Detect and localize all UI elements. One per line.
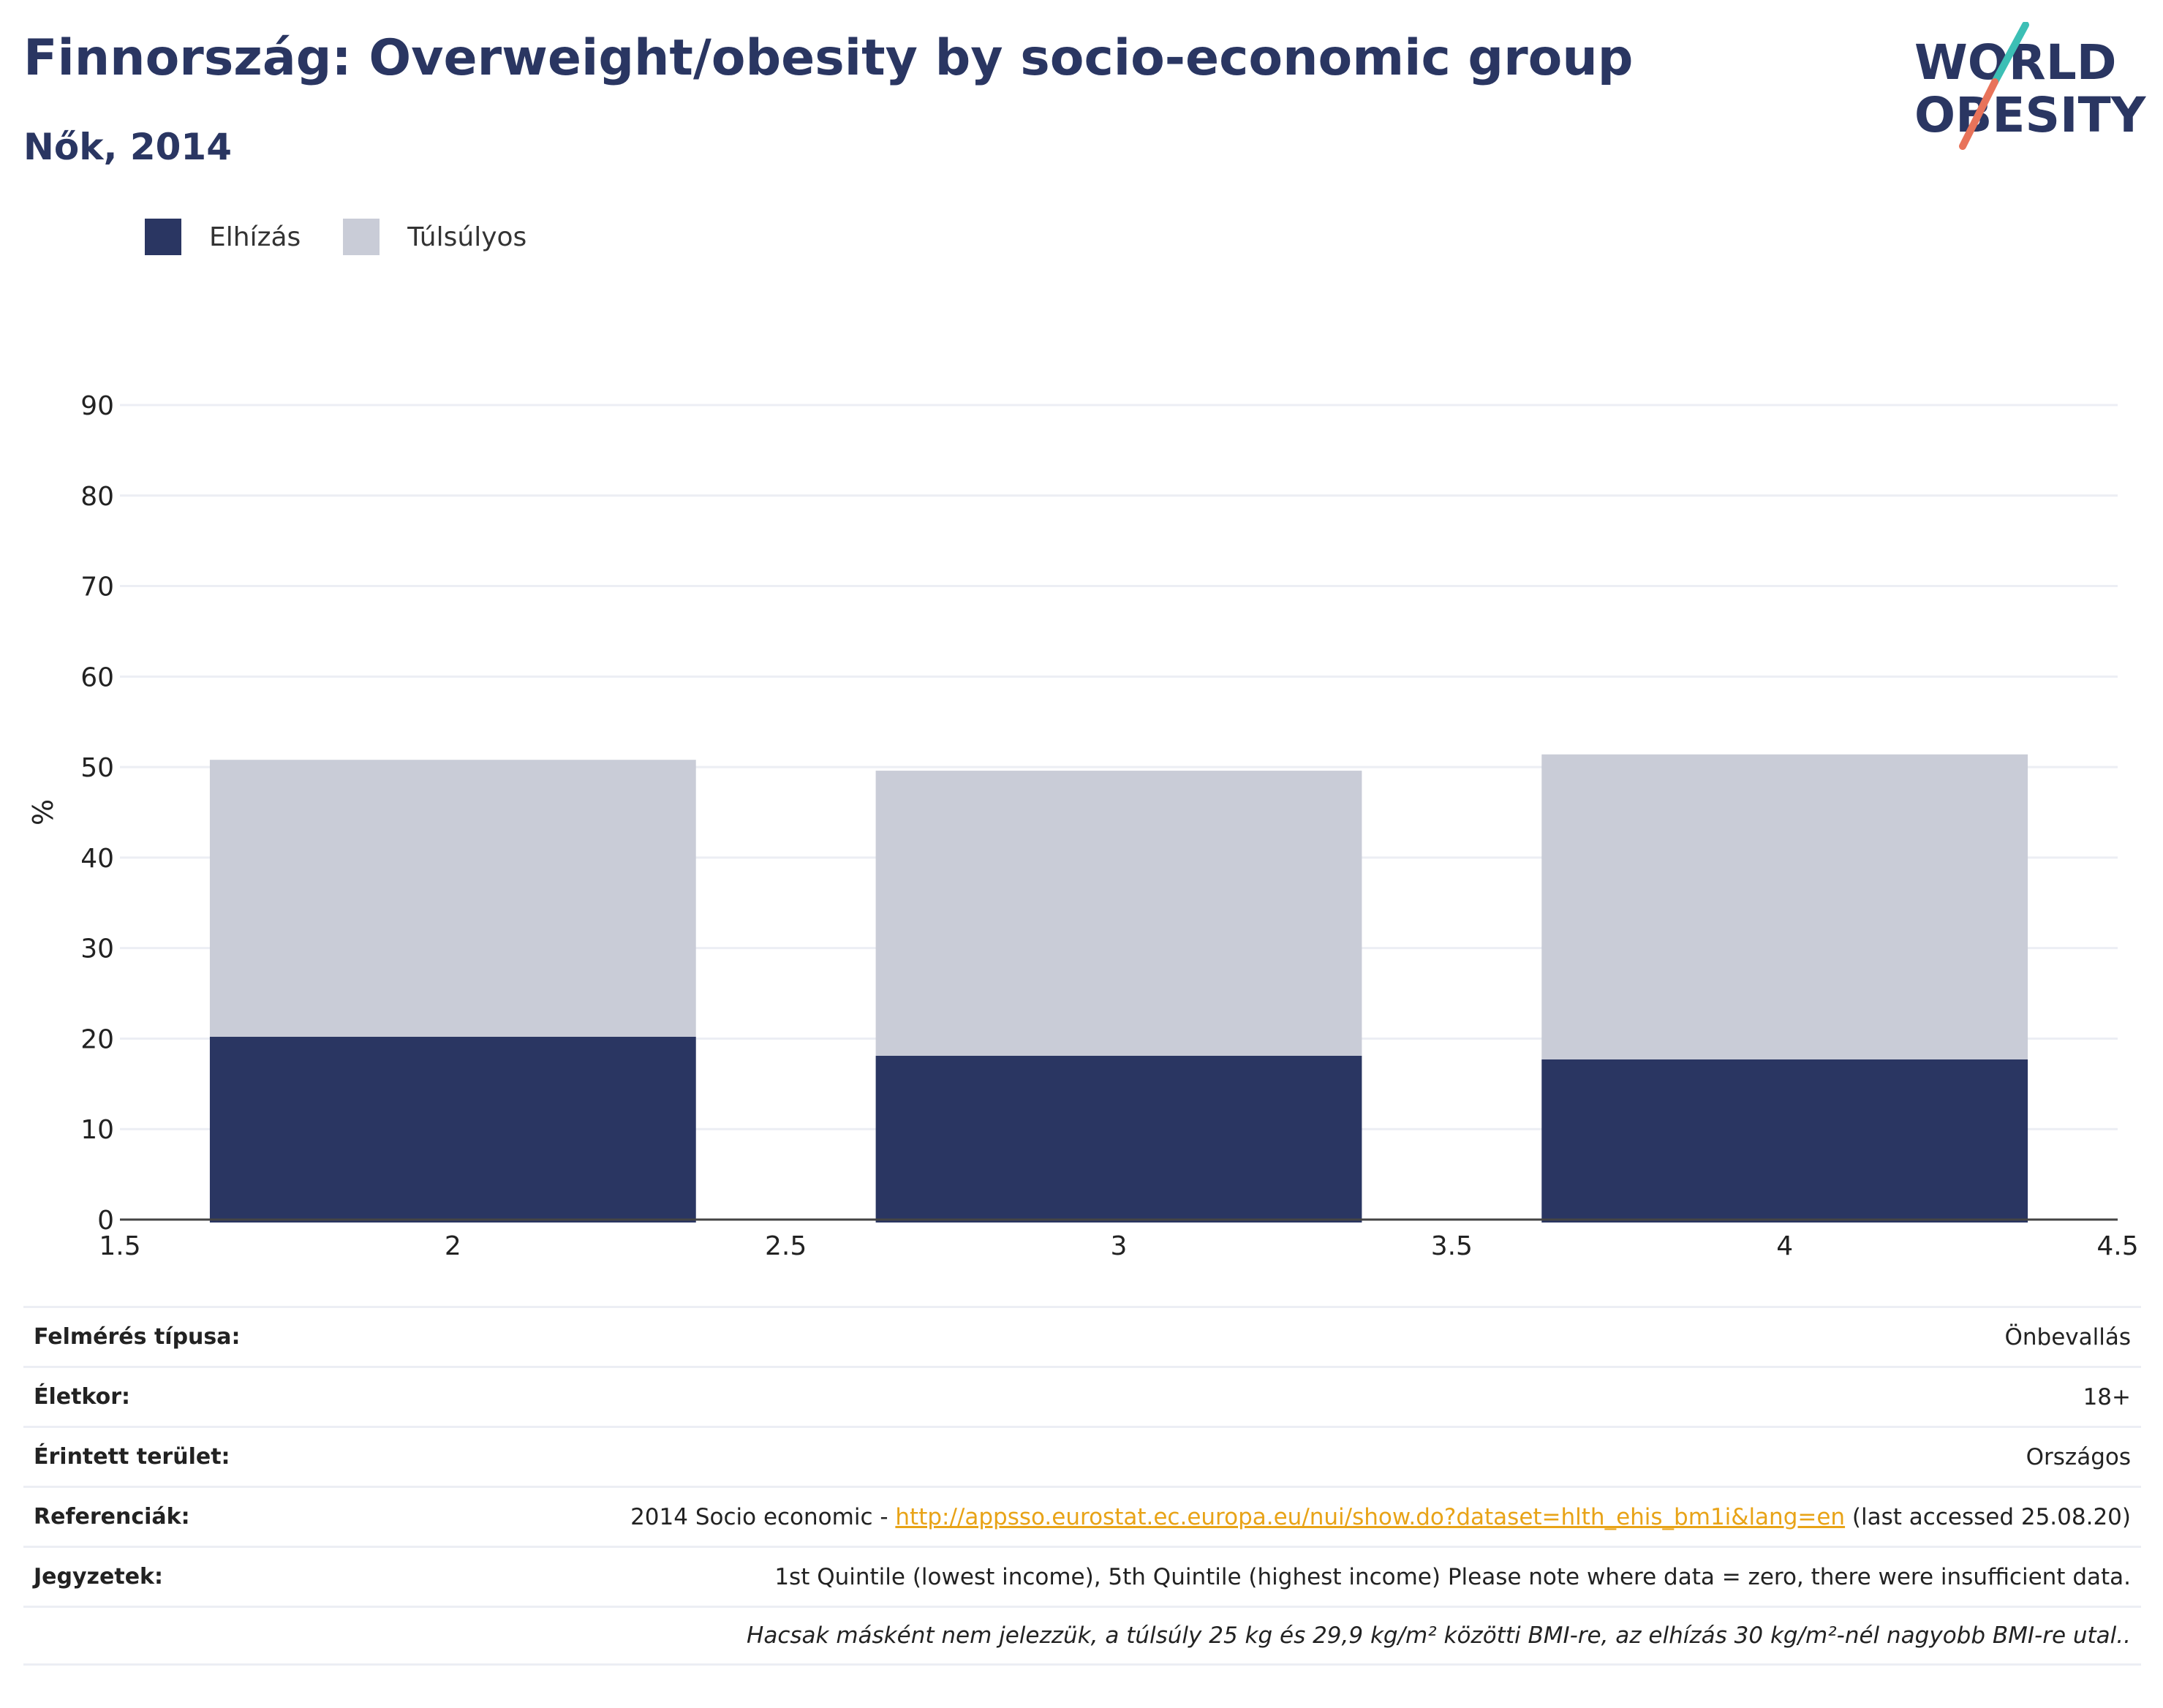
x-tick-label-2: 2	[445, 1231, 461, 1261]
reference-link[interactable]: http://appsso.eurostat.ec.europa.eu/nui/…	[895, 1503, 1846, 1530]
chart-title: Finnország: Overweight/obesity by socio-…	[23, 29, 1634, 87]
bmi-footnote: Hacsak másként nem jelezzük, a túlsúly 2…	[747, 1622, 2131, 1649]
y-tick-label-80: 80	[80, 482, 114, 512]
reference-suffix: (last accessed 25.08.20)	[1845, 1503, 2131, 1530]
logo-slash-top	[1991, 22, 2029, 86]
bar-overweight-x3[interactable]	[875, 771, 1362, 1056]
info-value-survey-type: Önbevallás	[2004, 1323, 2131, 1350]
x-tick-label-2-5: 2.5	[765, 1231, 807, 1261]
legend-label-obesity: Elhízás	[209, 222, 301, 252]
y-tick-label-90: 90	[80, 391, 114, 421]
x-tick-label-3: 3	[1111, 1231, 1128, 1261]
bar-obesity-x4[interactable]	[1541, 1059, 2028, 1223]
x-tick-label-1-5: 1.5	[99, 1231, 140, 1261]
info-label-area: Érintett terület:	[34, 1444, 230, 1470]
info-row-area: Érintett terület: Országos	[23, 1426, 2141, 1486]
info-table: Felmérés típusa: Önbevallás Életkor: 18+…	[23, 1306, 2141, 1666]
bar-obesity-x2[interactable]	[209, 1036, 696, 1223]
y-axis-label: %	[27, 799, 59, 825]
y-tick-label-20: 20	[80, 1024, 114, 1054]
y-tick-label-10: 10	[80, 1115, 114, 1145]
stacked-bar-chart: 0 10 20 30 40 50 60 70 80 90 1.5 2 2.5 3 3.5 4 4.5%	[27, 391, 2139, 1261]
info-row-footnote: Hacsak másként nem jelezzük, a túlsúly 2…	[23, 1606, 2141, 1666]
reference-prefix: 2014 Socio economic -	[630, 1503, 896, 1530]
info-label-notes: Jegyzetek:	[34, 1564, 163, 1590]
info-row-age: Életkor: 18+	[23, 1366, 2141, 1426]
info-row-references: Referenciák: 2014 Socio economic - http:…	[23, 1486, 2141, 1546]
chart-legend: Elhízás Túlsúlyos	[145, 216, 569, 257]
info-value-notes: 1st Quintile (lowest income), 5th Quinti…	[774, 1563, 2131, 1590]
legend-item-obesity[interactable]: Elhízás	[145, 219, 301, 255]
legend-swatch-overweight	[343, 219, 380, 255]
axes: 0 10 20 30 40 50 60 70 80 90 1.5 2 2.5 3 3.5 4 4.5%	[27, 391, 2139, 1261]
world-obesity-logo: WORLD OBESITY	[1914, 22, 2147, 150]
info-value-area: Országos	[2026, 1443, 2131, 1470]
x-tick-label-4-5: 4.5	[2096, 1231, 2138, 1261]
y-tick-label-50: 50	[80, 753, 114, 783]
logo-text-obesity: OBESITY	[1914, 87, 2147, 143]
logo-slash-bottom	[1959, 78, 1998, 150]
info-value-references: 2014 Socio economic - http://appsso.euro…	[630, 1504, 2131, 1530]
bar-overweight-x2[interactable]	[209, 760, 696, 1037]
y-tick-label-0: 0	[97, 1206, 114, 1236]
legend-swatch-obesity	[145, 219, 181, 255]
chart-subtitle: Nők, 2014	[23, 126, 233, 168]
bar-overweight-x4[interactable]	[1541, 754, 2028, 1059]
bar-obesity-x3[interactable]	[875, 1055, 1362, 1223]
info-value-age: 18+	[2083, 1383, 2131, 1410]
info-label-survey-type: Felmérés típusa:	[34, 1324, 241, 1350]
y-tick-label-30: 30	[80, 934, 114, 964]
y-tick-label-70: 70	[80, 573, 114, 602]
legend-label-overweight: Túlsúlyos	[407, 222, 527, 252]
x-tick-label-3-5: 3.5	[1431, 1231, 1473, 1261]
legend-item-overweight[interactable]: Túlsúlyos	[343, 219, 526, 255]
info-row-survey-type: Felmérés típusa: Önbevallás	[23, 1306, 2141, 1366]
x-tick-label-4: 4	[1776, 1231, 1793, 1261]
info-row-notes: Jegyzetek: 1st Quintile (lowest income),…	[23, 1546, 2141, 1606]
info-label-age: Életkor:	[34, 1384, 131, 1410]
y-tick-label-40: 40	[80, 844, 114, 874]
info-label-references: Referenciák:	[34, 1504, 190, 1530]
bars	[209, 754, 2028, 1223]
y-tick-label-60: 60	[80, 662, 114, 692]
